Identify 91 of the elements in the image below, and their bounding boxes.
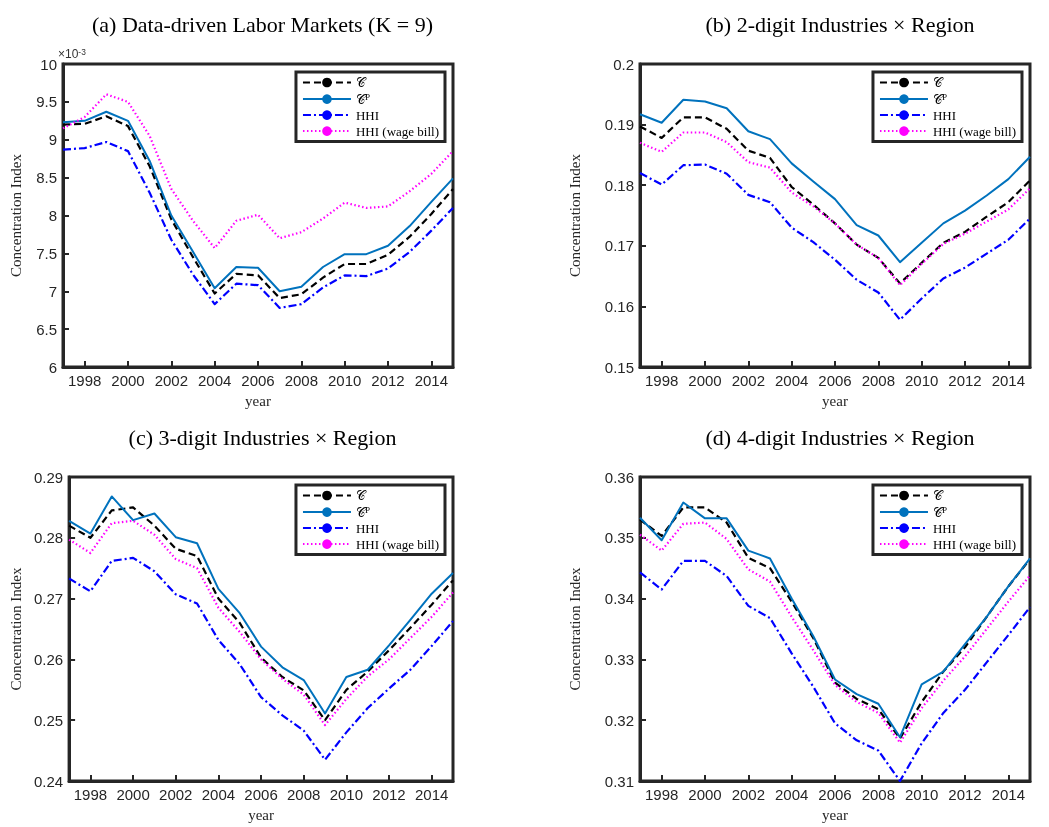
x-tick-label: 1998	[73, 786, 108, 803]
y-tick-label: 0.25	[33, 711, 64, 729]
y-tick-label: 10	[40, 55, 57, 73]
x-tick-label: 2004	[197, 372, 232, 389]
x-tick-label: 2014	[414, 786, 449, 803]
y-tick-label: 0.17	[604, 237, 634, 255]
y-tick-label: 8	[48, 207, 57, 224]
x-tick-label: 1998	[67, 372, 102, 389]
x-axis-title: year	[822, 392, 848, 409]
x-tick-label: 2012	[948, 786, 982, 803]
legend-label: 𝒞	[355, 488, 367, 503]
y-tick-label: 7.5	[36, 244, 57, 262]
legend-label: HHI (wage bill)	[932, 123, 1016, 139]
x-tick-label: 2010	[904, 372, 939, 389]
legend-label: HHI	[355, 520, 380, 536]
x-tick-label: 2002	[731, 372, 766, 389]
y-tick-label: 6	[48, 358, 57, 376]
y-axis-title: Concentration Index	[7, 153, 24, 277]
legend-label: HHI (wage bill)	[932, 536, 1016, 552]
x-tick-label: 2000	[688, 786, 722, 803]
y-axis-title: Concentration Index	[566, 567, 583, 691]
x-tick-label: 2006	[241, 372, 275, 389]
y-axis-title: Concentration Index	[7, 567, 24, 691]
chart-title: (a) Data-driven Labor Markets (K = 9)	[91, 11, 434, 37]
x-tick-label: 2008	[284, 372, 319, 389]
y-tick-label: 0.28	[33, 529, 64, 547]
chart-title: (c) 3-digit Industries × Region	[128, 424, 397, 450]
x-tick-label: 2006	[244, 786, 278, 803]
y-tick-label: 0.33	[604, 650, 634, 668]
y-tick-label: 0.31	[604, 772, 634, 790]
y-tick-label: 0.29	[33, 468, 64, 486]
x-tick-label: 2010	[329, 786, 364, 803]
x-axis-title: year	[248, 806, 274, 823]
x-tick-label: 2014	[991, 786, 1026, 803]
y-tick-label: 8.5	[36, 169, 57, 187]
x-tick-label: 2004	[201, 786, 236, 803]
x-tick-label: 2000	[688, 372, 722, 389]
x-axis-title: year	[245, 392, 271, 409]
line-series	[638, 163, 1032, 321]
line-series	[61, 93, 455, 250]
legend-label: 𝒞	[932, 488, 944, 503]
x-tick-label: 2004	[774, 372, 809, 389]
legend-label: HHI (wage bill)	[355, 123, 439, 139]
y-tick-label: 9	[48, 131, 57, 149]
y-tick-label: 0.32	[604, 711, 634, 729]
x-tick-label: 2004	[774, 786, 809, 803]
y-tick-label: 0.36	[604, 468, 634, 486]
y-tick-label: 0.34	[604, 590, 634, 608]
y-tick-label: 0.24	[33, 772, 64, 790]
y-tick-label: 0.15	[604, 358, 634, 376]
x-tick-label: 2010	[904, 786, 939, 803]
y-tick-label: 6.5	[36, 320, 57, 338]
y-tick-label: 0.18	[604, 176, 634, 194]
legend-label: HHI	[355, 107, 380, 123]
line-series	[61, 140, 455, 310]
x-tick-label: 2000	[111, 372, 145, 389]
line-series	[67, 556, 455, 761]
chart-title: (d) 4-digit Industries × Region	[705, 424, 975, 450]
x-tick-label: 2006	[818, 786, 852, 803]
legend-label: HHI (wage bill)	[355, 536, 439, 552]
x-tick-label: 2008	[287, 786, 321, 803]
x-tick-label: 2008	[861, 786, 896, 803]
legend-label: HHI	[932, 520, 957, 536]
legend-label: HHI	[932, 107, 957, 123]
y-tick-label: 7	[48, 282, 57, 300]
x-tick-label: 2000	[116, 786, 150, 803]
y-tick-label: 0.2	[613, 55, 634, 73]
x-tick-label: 2012	[372, 786, 406, 803]
x-tick-label: 2014	[414, 372, 449, 389]
y-tick-label: 0.16	[604, 297, 634, 315]
legend-label: 𝒞	[932, 75, 944, 90]
y-tick-label: 0.35	[604, 529, 634, 547]
legend-label: 𝒞	[355, 75, 367, 90]
x-tick-label: 2008	[861, 372, 896, 389]
x-axis-title: year	[822, 806, 848, 823]
x-tick-label: 1998	[644, 786, 679, 803]
y-tick-label: 0.26	[33, 650, 64, 668]
y-tick-label: 9.5	[36, 93, 57, 111]
chart-title: (b) 2-digit Industries × Region	[705, 11, 975, 37]
x-tick-label: 2002	[154, 372, 189, 389]
x-tick-label: 2012	[948, 372, 982, 389]
y-tick-label: 0.27	[33, 590, 64, 608]
x-tick-label: 2002	[159, 786, 193, 803]
x-tick-label: 2012	[371, 372, 405, 389]
x-tick-label: 2014	[991, 372, 1026, 389]
y-axis-title: Concentration Index	[566, 153, 583, 277]
x-tick-label: 2002	[731, 786, 766, 803]
x-tick-label: 2006	[818, 372, 852, 389]
y-tick-label: 0.19	[604, 116, 634, 134]
x-tick-label: 2010	[327, 372, 362, 389]
x-tick-label: 1998	[644, 372, 679, 389]
